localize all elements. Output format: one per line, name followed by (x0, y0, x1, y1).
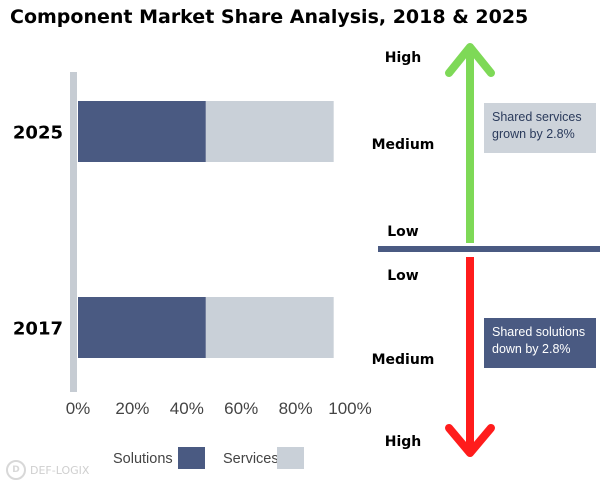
x-tick-label: 80% (279, 399, 313, 418)
scale-up-label-high: High (385, 50, 422, 66)
scale-up-label-medium: Medium (372, 137, 435, 153)
x-tick-label: 100% (328, 399, 371, 418)
y-axis-line (70, 72, 77, 392)
logo-text: DEF-LOGIX (30, 463, 90, 477)
down-arrow-head-icon (445, 424, 495, 457)
scale-down-label-low: Low (387, 268, 419, 284)
legend: Solutions Services (113, 447, 304, 469)
bar-chart: 2025 2017 0% 20% 40% 60% 80% 100% (13, 72, 372, 418)
scale-down-label-medium: Medium (372, 352, 435, 368)
x-tick-label: 40% (170, 399, 204, 418)
solutions-note-box: Shared solutions down by 2.8% (484, 318, 596, 368)
bar-solutions-2017 (78, 297, 206, 358)
x-tick-label: 0% (66, 399, 91, 418)
category-label-2025: 2025 (13, 123, 63, 144)
legend-label-services: Services (223, 451, 279, 467)
bar-services-2017 (205, 297, 334, 358)
brand-logo: D DEF-LOGIX (6, 460, 89, 480)
up-arrow-head-icon (445, 43, 495, 77)
legend-label-solutions: Solutions (113, 451, 173, 467)
x-tick-label: 60% (224, 399, 258, 418)
category-label-2017: 2017 (13, 319, 63, 340)
scale-up-label-low: Low (387, 224, 419, 240)
services-note-box: Shared services grown by 2.8% (484, 103, 596, 153)
chart-title: Component Market Share Analysis, 2018 & … (10, 6, 529, 28)
legend-swatch-services (277, 447, 304, 469)
bar-solutions-2025 (78, 101, 206, 162)
scale-divider (378, 246, 600, 252)
x-tick-label: 20% (115, 399, 149, 418)
market-scale: High Medium Low Low Medium High (372, 43, 600, 457)
logo-mark-icon: D (6, 460, 26, 480)
legend-swatch-solutions (178, 447, 205, 469)
bar-services-2025 (205, 101, 334, 162)
scale-down-label-high: High (385, 434, 422, 450)
